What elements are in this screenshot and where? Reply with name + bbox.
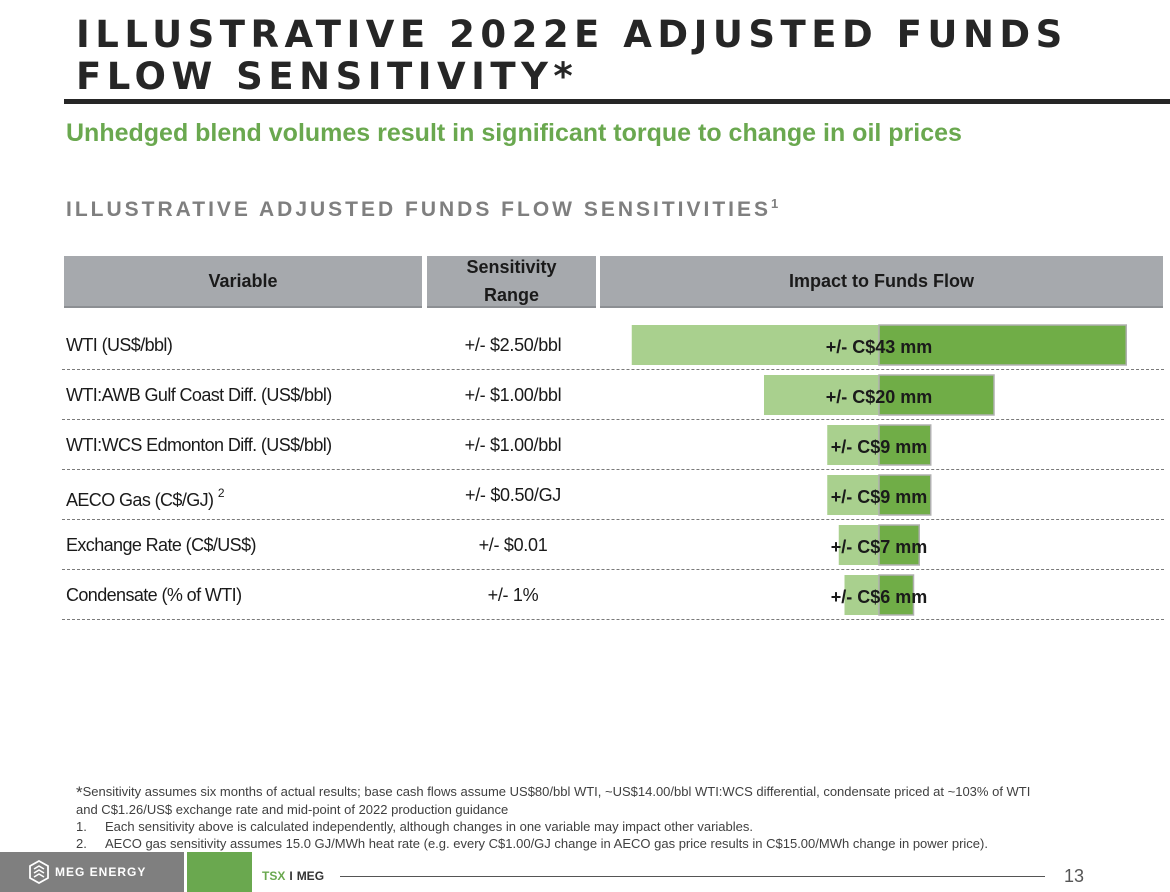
page-title-text: ILLUSTRATIVE 2022E ADJUSTED FUNDS FLOW S… (76, 13, 1068, 98)
footer-rule (340, 876, 1045, 877)
table-row: Condensate (% of WTI) +/- 1% (62, 570, 1164, 620)
variable-label: AECO Gas (C$/GJ) (66, 490, 214, 510)
title-asterisk: * (553, 55, 579, 98)
table-row: Exchange Rate (C$/US$) +/- $0.01 (62, 520, 1164, 570)
sensitivity-range-cell: +/- $0.50/GJ (465, 485, 561, 505)
header-sensitivity-range: Sensitivity Range (427, 256, 596, 308)
variable-cell: WTI (US$/bbl) (66, 320, 173, 370)
variable-label: Exchange Rate (C$/US$) (66, 535, 257, 555)
ticker-symbol: MEG (296, 869, 325, 883)
sensitivity-range-cell: +/- 1% (487, 585, 539, 605)
footnote-2-num: 2. (76, 836, 87, 851)
row-separator (62, 419, 1164, 420)
sensitivity-range-cell: +/- $1.00/bbl (464, 435, 562, 455)
row-separator (62, 519, 1164, 520)
ticker: TSX I MEG (262, 869, 324, 883)
row-separator (62, 619, 1164, 620)
footnote-1-num: 1. (76, 819, 87, 834)
header-impact: Impact to Funds Flow (600, 256, 1163, 308)
footnotes: *Sensitivity assumes six months of actua… (76, 783, 1076, 852)
row-separator (62, 369, 1164, 370)
logo-text: MEG ENERGY (55, 865, 147, 879)
footnote-2: 2. AECO gas sensitivity assumes 15.0 GJ/M… (76, 835, 1076, 852)
variable-label: WTI (US$/bbl) (66, 335, 173, 355)
header-range-line2: Range (483, 285, 539, 305)
table-row: WTI (US$/bbl) +/- $2.50/bbl (62, 320, 1164, 370)
header-variable: Variable (64, 256, 422, 308)
section-title-text: ILLUSTRATIVE ADJUSTED FUNDS FLOW SENSITI… (66, 198, 772, 221)
meg-logo-icon (29, 860, 49, 884)
footnote-2-text: AECO gas sensitivity assumes 15.0 GJ/MWh… (105, 836, 988, 851)
variable-cell: WTI:AWB Gulf Coast Diff. (US$/bbl) (66, 370, 332, 420)
page-title: ILLUSTRATIVE 2022E ADJUSTED FUNDS FLOW S… (76, 14, 1156, 98)
variable-cell: AECO Gas (C$/GJ) 2 (66, 470, 225, 520)
variable-cell: Exchange Rate (C$/US$) (66, 520, 257, 570)
section-title: ILLUSTRATIVE ADJUSTED FUNDS FLOW SENSITI… (66, 196, 778, 222)
footnote-star: *Sensitivity assumes six months of actua… (76, 783, 1076, 818)
table-row: WTI:AWB Gulf Coast Diff. (US$/bbl) +/- $1… (62, 370, 1164, 420)
ticker-divider: I (289, 869, 293, 883)
ticker-exchange: TSX (262, 869, 286, 883)
variable-cell: Condensate (% of WTI) (66, 570, 242, 620)
footnote-1: 1. Each sensitivity above is calculated i… (76, 818, 1076, 835)
header-range-line1: Sensitivity (466, 257, 557, 277)
section-title-footnote-ref: 1 (771, 196, 779, 211)
footer-accent-block (187, 852, 252, 892)
table-row: AECO Gas (C$/GJ) 2 +/- $0.50/GJ (62, 470, 1164, 520)
sensitivity-range-cell: +/- $1.00/bbl (464, 385, 562, 405)
variable-label: WTI:WCS Edmonton Diff. (US$/bbl) (66, 435, 332, 455)
variable-cell: WTI:WCS Edmonton Diff. (US$/bbl) (66, 420, 332, 470)
row-separator (62, 569, 1164, 570)
footnote-star-line2: and C$1.26/US$ exchange rate and mid-poi… (76, 802, 509, 817)
title-rule (64, 99, 1170, 104)
sensitivity-range-cell: +/- $0.01 (478, 535, 548, 555)
footer-logo-block: MEG ENERGY (0, 852, 184, 892)
table-row: WTI:WCS Edmonton Diff. (US$/bbl) +/- $1.0… (62, 420, 1164, 470)
footnote-1-text: Each sensitivity above is calculated ind… (105, 819, 753, 834)
footnote-star-mark: * (76, 783, 83, 802)
variable-footnote-ref: 2 (217, 486, 225, 500)
sensitivity-range-cell: +/- $2.50/bbl (464, 335, 562, 355)
footnote-star-line1: Sensitivity assumes six months of actual… (82, 784, 1031, 799)
page-number: 13 (1064, 866, 1085, 886)
variable-label: Condensate (% of WTI) (66, 585, 242, 605)
row-separator (62, 469, 1164, 470)
subtitle: Unhedged blend volumes result in signifi… (66, 119, 962, 147)
variable-label: WTI:AWB Gulf Coast Diff. (US$/bbl) (66, 385, 332, 405)
